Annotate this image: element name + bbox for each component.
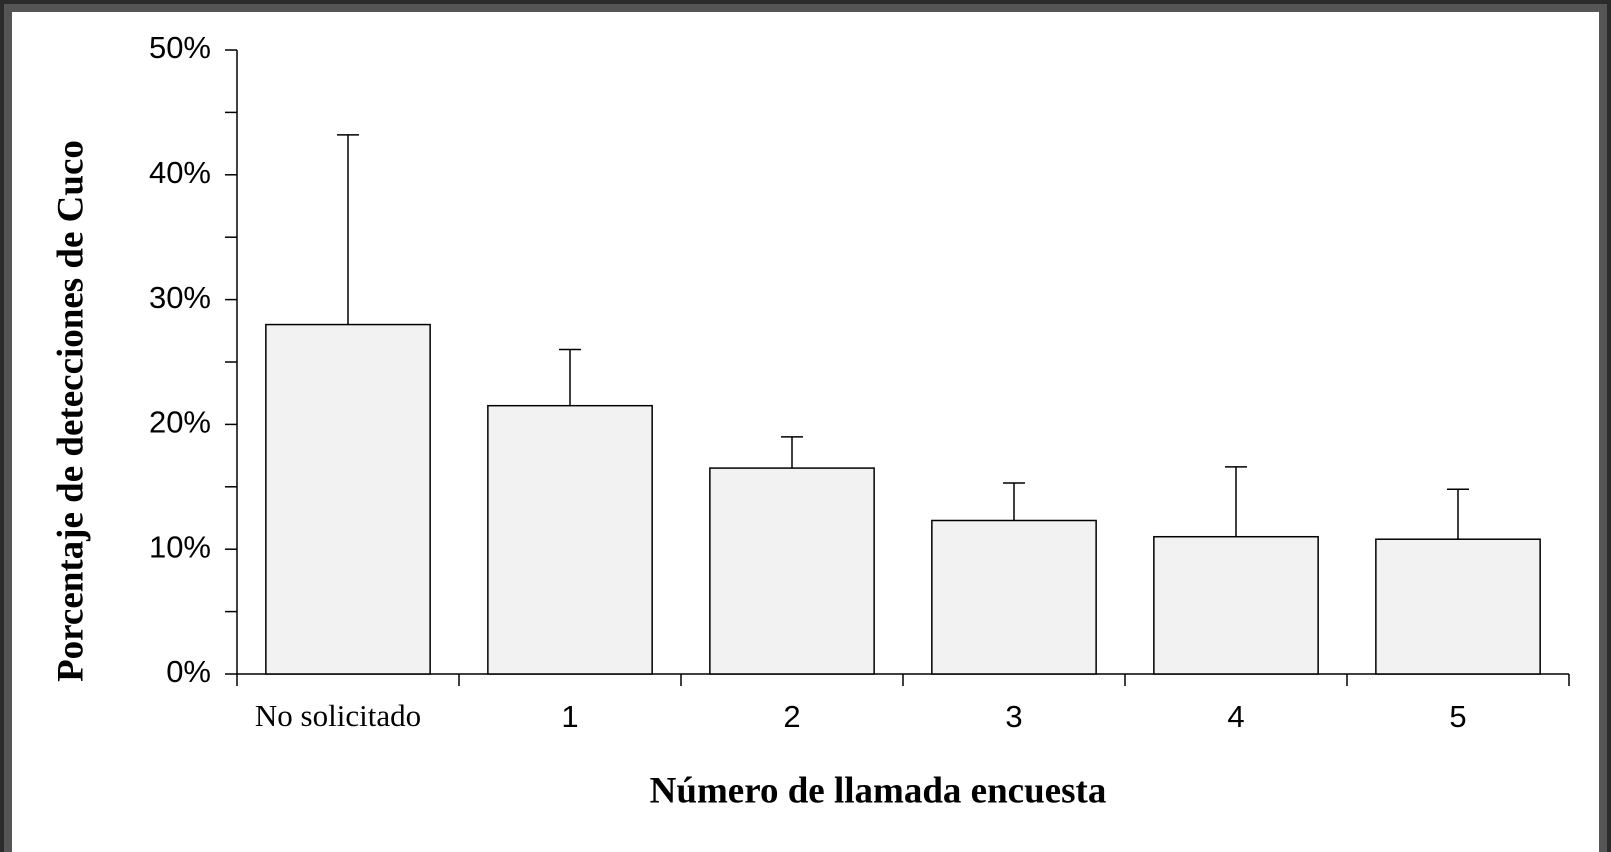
- x-tick-label: 3: [1005, 699, 1022, 734]
- bar: [265, 323, 431, 675]
- x-tick-label: 5: [1449, 699, 1466, 734]
- x-axis-title: Número de llamada encuesta: [650, 770, 1107, 811]
- y-tick-label: 0%: [166, 654, 211, 689]
- y-tick-label: 40%: [149, 155, 211, 190]
- bar: [1153, 535, 1319, 675]
- bar: [487, 404, 653, 675]
- x-tick-label: 2: [783, 699, 800, 734]
- y-tick-label: 10%: [149, 529, 211, 564]
- x-tick-label: 4: [1227, 699, 1244, 734]
- y-tick-label: 30%: [149, 280, 211, 315]
- y-tick-label: 20%: [149, 405, 211, 440]
- bar: [1375, 538, 1541, 675]
- plot-background: [12, 12, 1599, 852]
- bar: [709, 467, 875, 675]
- x-tick-label: No solicitado: [255, 698, 421, 733]
- bar: [931, 519, 1097, 675]
- y-tick-label: 50%: [149, 30, 211, 65]
- y-axis-title: Porcentaje de detecciones de Cuco: [50, 140, 91, 682]
- x-tick-label: 1: [561, 699, 578, 734]
